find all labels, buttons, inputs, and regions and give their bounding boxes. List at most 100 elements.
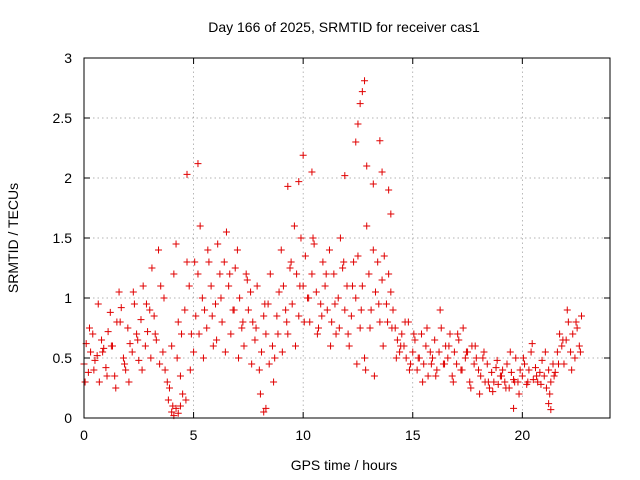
data-point (293, 270, 301, 278)
data-point (540, 372, 548, 380)
data-point (378, 168, 386, 176)
data-point (207, 282, 215, 290)
data-point (233, 246, 241, 254)
data-point (301, 252, 309, 260)
data-point (350, 258, 358, 266)
data-point (576, 348, 584, 356)
y-tick-label: 3 (64, 50, 72, 66)
data-point (378, 276, 386, 284)
data-point (401, 318, 409, 326)
data-point (205, 258, 213, 266)
data-point (325, 246, 333, 254)
data-point (396, 348, 404, 356)
data-point (493, 356, 501, 364)
data-point (361, 354, 369, 362)
data-point (389, 306, 397, 314)
data-point (165, 384, 173, 392)
data-point (545, 366, 553, 374)
data-point (485, 384, 493, 392)
data-point (420, 360, 428, 368)
data-point (84, 368, 92, 376)
data-point (251, 336, 259, 344)
data-point (354, 120, 362, 128)
data-point (558, 342, 566, 350)
data-point (511, 378, 519, 386)
data-point (503, 360, 511, 368)
data-point (512, 354, 520, 362)
data-point (244, 306, 252, 314)
data-point (371, 288, 379, 296)
y-tick-label: 1 (64, 290, 72, 306)
data-point (361, 77, 369, 85)
data-point (170, 270, 178, 278)
data-point (288, 300, 296, 308)
data-point (286, 264, 294, 272)
data-point (547, 406, 555, 414)
data-point (435, 348, 443, 356)
data-point (146, 306, 154, 314)
data-point (148, 264, 156, 272)
data-point (126, 340, 134, 348)
data-point (174, 409, 182, 417)
data-point (459, 324, 467, 332)
data-point (124, 324, 132, 332)
data-point (256, 390, 264, 398)
data-point (308, 168, 316, 176)
data-point (573, 324, 581, 332)
data-point (527, 348, 535, 356)
data-point (414, 354, 422, 362)
data-point (129, 288, 137, 296)
data-point (318, 312, 326, 320)
data-point (363, 162, 371, 170)
x-tick-label: 10 (295, 427, 311, 443)
data-point (172, 404, 180, 412)
data-point (388, 324, 396, 332)
data-point (387, 288, 395, 296)
data-point (204, 246, 212, 254)
data-point (445, 342, 453, 350)
data-point (385, 270, 393, 278)
data-point (138, 366, 146, 374)
data-point (93, 352, 101, 360)
data-point (274, 330, 282, 338)
data-point (196, 222, 204, 230)
data-point (348, 282, 356, 290)
data-point (104, 328, 112, 336)
data-point (183, 258, 191, 266)
x-tick-label: 20 (515, 427, 531, 443)
data-point (413, 366, 421, 374)
data-point (455, 336, 463, 344)
data-point (516, 366, 524, 374)
data-point (450, 348, 458, 356)
data-point (315, 324, 323, 332)
data-point (410, 330, 418, 338)
data-point (174, 318, 182, 326)
data-point (275, 288, 283, 296)
data-point (243, 276, 251, 284)
data-point (551, 368, 559, 376)
data-point (423, 324, 431, 332)
data-point (95, 378, 103, 386)
data-point (436, 306, 444, 314)
chart-title: Day 166 of 2025, SRMTID for receiver cas… (208, 19, 480, 35)
data-point (133, 330, 141, 338)
data-point (384, 318, 392, 326)
data-point (290, 222, 298, 230)
data-point (454, 330, 462, 338)
data-point (538, 356, 546, 364)
data-point (305, 294, 313, 302)
data-point (449, 378, 457, 386)
data-point (518, 372, 526, 380)
data-point (363, 222, 371, 230)
data-point (422, 342, 430, 350)
data-point (467, 384, 475, 392)
data-point (541, 348, 549, 356)
data-point (94, 300, 102, 308)
data-point (507, 368, 515, 376)
data-point (409, 348, 417, 356)
data-point (236, 294, 244, 302)
data-point (253, 282, 261, 290)
data-point (419, 378, 427, 386)
data-point (379, 342, 387, 350)
